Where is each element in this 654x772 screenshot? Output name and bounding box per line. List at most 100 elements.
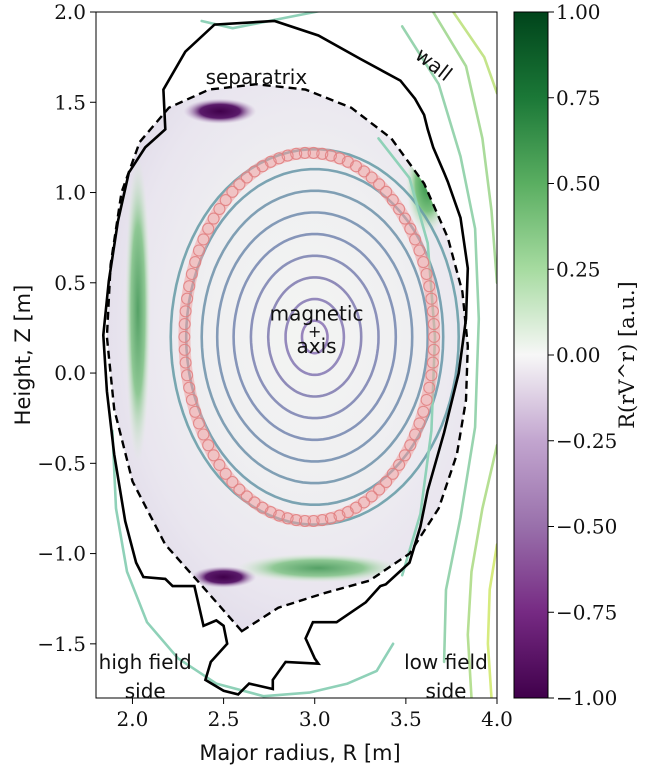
- ring-marker: [185, 393, 198, 406]
- x-tick-label: 3.5: [390, 707, 422, 731]
- colorbar-tick-label: −0.25: [556, 429, 617, 453]
- colorbar-tick-label: 0.00: [556, 343, 601, 367]
- ring-marker: [341, 155, 354, 168]
- flux-surface-open: [486, 543, 497, 698]
- ring-marker: [233, 483, 246, 496]
- ring-marker: [307, 514, 320, 528]
- colorbar-tick-label: 1.00: [556, 0, 601, 24]
- x-tick-label: 3.0: [299, 707, 331, 731]
- positive-region: [125, 156, 151, 464]
- ring-marker: [240, 171, 253, 184]
- ring-marker: [333, 509, 346, 522]
- y-tick-label: 0.5: [54, 271, 86, 295]
- colorbar-tick-label: −0.50: [556, 515, 617, 539]
- ring-marker: [290, 514, 303, 527]
- ring-marker: [207, 449, 220, 462]
- ring-marker: [281, 149, 294, 162]
- plot-area: [101, 12, 497, 698]
- ring-marker: [380, 475, 393, 489]
- ring-marker: [226, 475, 239, 489]
- ring-marker: [398, 212, 411, 225]
- y-tick-label: −1.0: [37, 542, 86, 566]
- ring-marker: [398, 449, 411, 462]
- ring-marker: [178, 330, 191, 343]
- ring-marker: [426, 356, 439, 369]
- ring-marker: [219, 467, 232, 480]
- negative-region: [183, 98, 257, 124]
- ring-marker: [213, 202, 226, 216]
- ring-marker: [183, 381, 196, 394]
- ring-markers: [178, 146, 441, 528]
- ring-marker: [365, 171, 378, 184]
- ring-marker: [298, 514, 311, 528]
- ring-marker: [428, 330, 441, 343]
- wall-outline: [101, 19, 470, 696]
- ring-marker: [197, 428, 210, 441]
- flux-surface: [249, 254, 380, 420]
- annotation-magnetic: magnetic: [270, 302, 364, 326]
- y-tick-label: −0.5: [37, 451, 86, 475]
- ring-marker: [409, 233, 422, 246]
- ring-marker: [192, 244, 206, 257]
- annotation-side: side: [125, 679, 166, 703]
- ring-marker: [213, 458, 226, 471]
- ring-marker: [207, 212, 220, 225]
- annotation-high-field: high field: [99, 650, 192, 674]
- ring-marker: [420, 393, 433, 406]
- colorbar-tick-label: 0.75: [556, 86, 601, 110]
- ring-marker: [417, 405, 430, 418]
- ring-marker: [333, 152, 346, 165]
- ring-marker: [226, 185, 239, 198]
- flux-surface: [169, 148, 461, 526]
- ring-marker: [219, 194, 232, 207]
- y-tick-label: 2.0: [54, 0, 86, 24]
- ring-marker: [427, 343, 440, 356]
- ring-band: [178, 146, 441, 528]
- y-tick-label: 1.5: [54, 90, 86, 114]
- ring-marker: [324, 512, 337, 525]
- ring-marker: [420, 267, 433, 281]
- flux-surface-open: [466, 444, 497, 698]
- ring-marker: [183, 280, 196, 293]
- ring-marker: [202, 439, 215, 452]
- colorbar-label: R(rV^r) [a.u.]: [615, 281, 639, 429]
- ring-marker: [373, 178, 386, 191]
- ring-marker: [179, 305, 192, 318]
- colorbar-tick-label: −1.00: [556, 686, 617, 710]
- ring-marker: [413, 417, 426, 430]
- ring-marker: [202, 222, 215, 235]
- positive-region: [236, 553, 401, 583]
- ring-marker: [357, 496, 371, 509]
- ring-marker: [178, 343, 191, 356]
- colorbar-tick-label: −0.75: [556, 600, 617, 624]
- ring-marker: [324, 149, 337, 162]
- annotation-axis: axis: [297, 334, 337, 358]
- ring-marker: [316, 147, 329, 160]
- y-axis-ticks: −1.5 −1.0 −0.5 0.0 0.5 1.0 1.5 2.0: [37, 0, 96, 656]
- ring-marker: [404, 222, 417, 235]
- ring-marker: [413, 244, 426, 257]
- x-axis-ticks: 2.0 2.5 3.0 3.5 4.0: [117, 698, 513, 731]
- ring-marker: [273, 509, 286, 522]
- flux-surface-open: [111, 429, 395, 698]
- ring-marker: [417, 256, 430, 269]
- flux-surface-open: [400, 25, 481, 664]
- ring-marker: [425, 369, 438, 382]
- ring-marker: [423, 381, 436, 394]
- ring-marker: [233, 178, 246, 191]
- ring-marker: [365, 490, 378, 503]
- ring-marker: [189, 405, 202, 418]
- flux-surface: [200, 189, 430, 485]
- ring-marker: [248, 165, 261, 178]
- ring-marker: [373, 483, 386, 496]
- flux-surface: [300, 319, 329, 355]
- ring-marker: [264, 506, 277, 519]
- flux-surface: [284, 297, 346, 377]
- ring-marker: [380, 185, 393, 198]
- ring-marker: [316, 514, 329, 527]
- field-hot-spots: [125, 98, 450, 588]
- x-tick-label: 2.0: [117, 707, 149, 731]
- ring-marker: [192, 417, 206, 430]
- ring-marker: [197, 233, 210, 246]
- flux-surface-open: [452, 12, 497, 95]
